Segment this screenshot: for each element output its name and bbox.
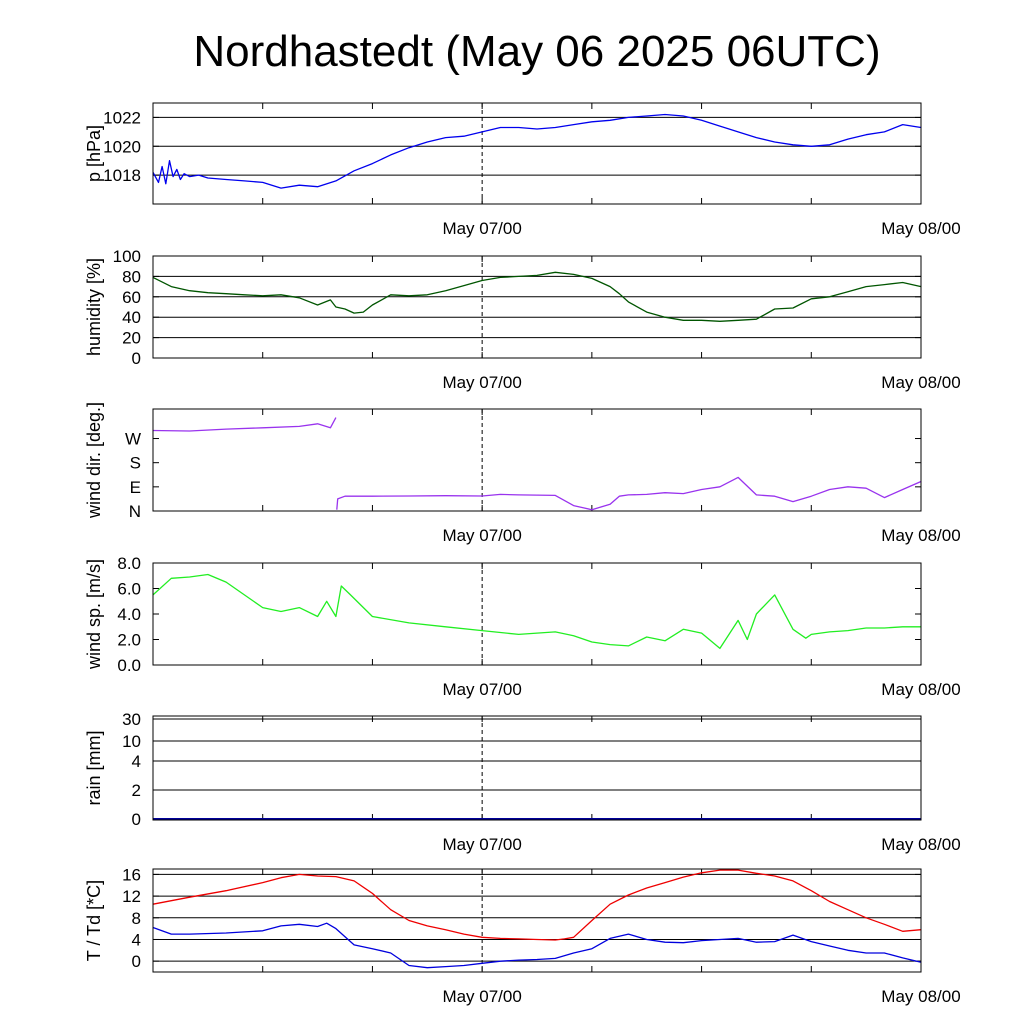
y-tick-label: W [125, 430, 141, 449]
x-tick-label: May 07/00 [442, 680, 521, 699]
y-tick-label: 0 [132, 810, 141, 829]
x-tick-label: May 07/00 [442, 835, 521, 854]
y-tick-label: 2 [132, 781, 141, 800]
y-axis-label: rain [mm] [84, 730, 104, 805]
y-tick-label: 20 [122, 329, 141, 348]
y-tick-label: 0 [132, 349, 141, 368]
y-tick-label: 8 [132, 909, 141, 928]
y-tick-label: 0 [132, 952, 141, 971]
y-axis-label: humidity [%] [84, 258, 104, 356]
y-tick-label: 2.0 [117, 631, 141, 650]
y-tick-label: 30 [122, 710, 141, 729]
panel-frame [152, 408, 922, 512]
y-tick-label: 40 [122, 308, 141, 327]
x-tick-label: May 07/00 [442, 526, 521, 545]
panel-frame [152, 255, 922, 359]
x-tick-label: May 07/00 [442, 987, 521, 1006]
panel-6: 0 4 8 12 16 T / Td [*C] May 07/00 May 08/00 [84, 865, 961, 1006]
y-axis-label: wind dir. [deg.] [84, 402, 104, 519]
series-line-1 [152, 113, 922, 189]
series-line-1 [152, 869, 922, 941]
y-tick-label: 16 [122, 865, 141, 884]
y-tick-label: 12 [122, 887, 141, 906]
series-line-1 [152, 271, 922, 322]
y-tick-label: 0.0 [117, 656, 141, 675]
x-tick-label: May 08/00 [881, 680, 960, 699]
panel-frame [152, 715, 922, 821]
series-line-2 [152, 922, 922, 969]
y-tick-label: 4.0 [117, 605, 141, 624]
y-axis-label: p [hPa] [84, 125, 104, 182]
panel-frame [152, 102, 922, 205]
panel-frame [152, 868, 922, 973]
panel-4: 0.0 2.0 4.0 6.0 8.0 wind sp. [m/s] May 07/00 Ma… [84, 554, 961, 699]
x-tick-label: May 08/00 [881, 835, 960, 854]
panel-5: 0 2 410 30 rain [mm] May 07/00 May 08/00 [84, 710, 961, 854]
x-tick-label: May 08/00 [881, 373, 960, 392]
y-tick-label: 1020 [103, 137, 141, 156]
y-tick-label: 1022 [103, 108, 141, 127]
y-tick-label: 1018 [103, 166, 141, 185]
y-axis-label: T / Td [*C] [84, 880, 104, 961]
y-tick-label: 4 [132, 752, 141, 771]
series-line-1 [152, 417, 922, 511]
y-tick-label: 8.0 [117, 554, 141, 573]
x-tick-label: May 08/00 [881, 219, 960, 238]
y-axis-label: wind sp. [m/s] [84, 559, 104, 670]
y-tick-label: 80 [122, 267, 141, 286]
x-tick-label: May 07/00 [442, 219, 521, 238]
x-tick-label: May 08/00 [881, 987, 960, 1006]
panel-frame [152, 562, 922, 666]
y-tick-label: N [129, 502, 141, 521]
y-tick-label: S [130, 454, 141, 473]
y-tick-label: 10 [122, 732, 141, 751]
x-tick-label: May 07/00 [442, 373, 521, 392]
y-tick-label: 60 [122, 288, 141, 307]
y-tick-label: 4 [132, 930, 141, 949]
y-tick-label: 6.0 [117, 580, 141, 599]
series-line-1 [152, 573, 921, 650]
y-tick-label: 100 [113, 247, 141, 266]
x-tick-label: May 08/00 [881, 526, 960, 545]
chart-title: Nordhastedt (May 06 2025 06UTC) [193, 27, 880, 76]
y-tick-label: E [130, 478, 141, 497]
